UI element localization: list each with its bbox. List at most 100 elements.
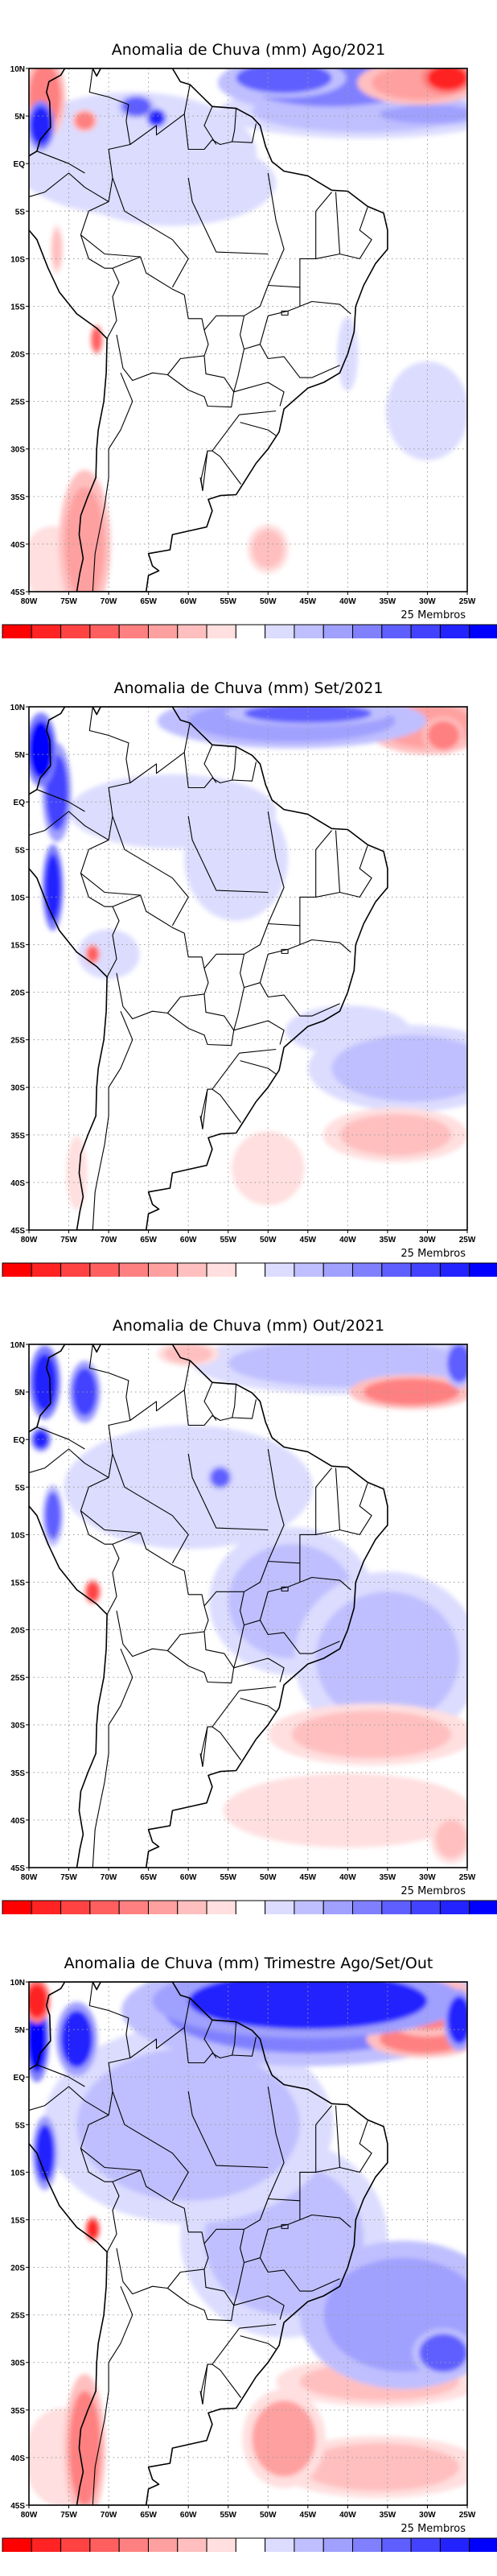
y-tick-label: 45S xyxy=(10,1864,25,1873)
coastline xyxy=(29,1982,388,2505)
colorbar-box xyxy=(177,624,207,638)
political-border xyxy=(339,207,372,259)
x-tick-label: 70W xyxy=(101,597,117,606)
political-border xyxy=(129,1997,191,2058)
anomaly-layer xyxy=(29,1982,467,2505)
x-tick-label: 60W xyxy=(180,1873,197,1882)
political-border xyxy=(167,355,235,408)
x-tick-label: 80W xyxy=(21,1236,38,1245)
colorbar-box xyxy=(381,2537,412,2552)
anomaly-cell xyxy=(32,1353,57,1411)
colorbar-box xyxy=(294,1262,324,1277)
political-border xyxy=(29,2086,109,2116)
political-border xyxy=(106,267,120,339)
political-border xyxy=(259,2257,340,2292)
anomaly-cell xyxy=(84,935,133,973)
y-tick-label: 30S xyxy=(10,446,25,455)
anomaly-cell xyxy=(32,1430,49,1449)
political-border xyxy=(167,1631,235,1684)
political-border xyxy=(299,2214,351,2228)
colorbar-box xyxy=(177,1262,207,1277)
political-border xyxy=(259,1620,340,1654)
political-border xyxy=(199,477,203,491)
political-border xyxy=(212,2327,242,2398)
anomaly-cell xyxy=(244,707,372,724)
colorbar-box xyxy=(147,1900,179,1914)
y-tick-label: 5N xyxy=(14,2026,25,2035)
political-border xyxy=(187,177,269,255)
political-border xyxy=(88,1344,131,1478)
x-tick-label: 65W xyxy=(140,1236,157,1245)
political-border xyxy=(183,1389,257,1426)
political-border xyxy=(203,1561,269,1607)
y-tick-label: 5N xyxy=(14,751,25,760)
y-tick-label: 15S xyxy=(10,1579,25,1587)
colorbar-box xyxy=(381,1900,412,1914)
colorbar-box xyxy=(31,624,62,638)
political-border xyxy=(106,2181,120,2252)
colorbar-box xyxy=(2,624,32,638)
anomaly-cell xyxy=(427,720,460,750)
y-tick-label: 10S xyxy=(10,2169,25,2178)
x-tick-label: 40W xyxy=(339,2511,356,2520)
political-border xyxy=(202,1726,212,1767)
x-tick-label: 35W xyxy=(380,1236,396,1245)
x-tick-label: 60W xyxy=(180,2511,197,2520)
x-tick-label: 40W xyxy=(339,1873,356,1882)
y-tick-label: 35S xyxy=(10,1769,25,1778)
chart-title: Anomalia de Chuva (mm) Ago/2021 xyxy=(112,41,385,59)
colorbar-box xyxy=(89,2537,120,2552)
x-tick-label: 80W xyxy=(21,597,38,606)
political-border xyxy=(80,1477,113,1545)
colorbar-box xyxy=(381,1262,412,1277)
colorbar-box xyxy=(177,2537,207,2552)
political-border xyxy=(80,201,113,269)
anomaly-cell xyxy=(87,2219,99,2240)
political-border xyxy=(240,1060,277,1075)
political-border xyxy=(80,2115,113,2182)
political-border xyxy=(112,815,189,927)
x-tick-label: 80W xyxy=(21,1873,38,1882)
x-tick-label: 35W xyxy=(380,1873,396,1882)
colorbar-box xyxy=(147,2537,179,2552)
y-tick-label: 10N xyxy=(10,1979,25,1988)
political-border xyxy=(202,2363,212,2405)
map-frame xyxy=(28,1344,468,1868)
y-tick-label: EQ xyxy=(14,160,26,169)
anomaly-cell xyxy=(447,1344,467,1383)
y-tick-label: 40S xyxy=(10,1817,25,1826)
political-border xyxy=(240,287,301,350)
anomaly-cell xyxy=(60,2010,93,2068)
x-tick-label: 30W xyxy=(419,597,436,606)
y-tick-label: 15S xyxy=(10,941,25,950)
colorbar-box xyxy=(294,2537,324,2552)
colorbar-box xyxy=(206,1262,236,1277)
political-border xyxy=(187,2091,269,2169)
y-tick-label: 20S xyxy=(10,2264,25,2273)
y-tick-label: 25S xyxy=(10,398,25,407)
y-tick-label: 40S xyxy=(10,1179,25,1188)
x-tick-label: 45W xyxy=(300,597,317,606)
colorbar-box xyxy=(410,624,441,638)
political-border xyxy=(183,752,257,789)
political-border xyxy=(232,2021,237,2056)
colorbar-box xyxy=(206,1900,236,1914)
political-border xyxy=(112,256,209,357)
anomaly-cell xyxy=(86,1582,100,1602)
political-border xyxy=(240,1563,301,1626)
anomaly-cell xyxy=(188,1982,428,2030)
political-border xyxy=(92,2285,133,2505)
anomaly-cell xyxy=(292,1711,452,1759)
political-border xyxy=(232,1384,237,1418)
anomaly-cell xyxy=(44,854,61,921)
colorbar-box xyxy=(206,624,236,638)
colorbar-box xyxy=(294,1900,324,1914)
political-border xyxy=(167,2268,235,2322)
anomaly-cell xyxy=(196,811,277,907)
colorbar-box xyxy=(439,2537,470,2552)
x-tick-label: 70W xyxy=(101,1236,117,1245)
x-tick-label: 65W xyxy=(140,2511,157,2520)
panel-set-2021: Anomalia de Chuva (mm) Set/2021 10N 5N EQ 5S… xyxy=(0,638,497,1277)
colorbar-box xyxy=(294,624,324,638)
political-border xyxy=(203,2198,269,2244)
